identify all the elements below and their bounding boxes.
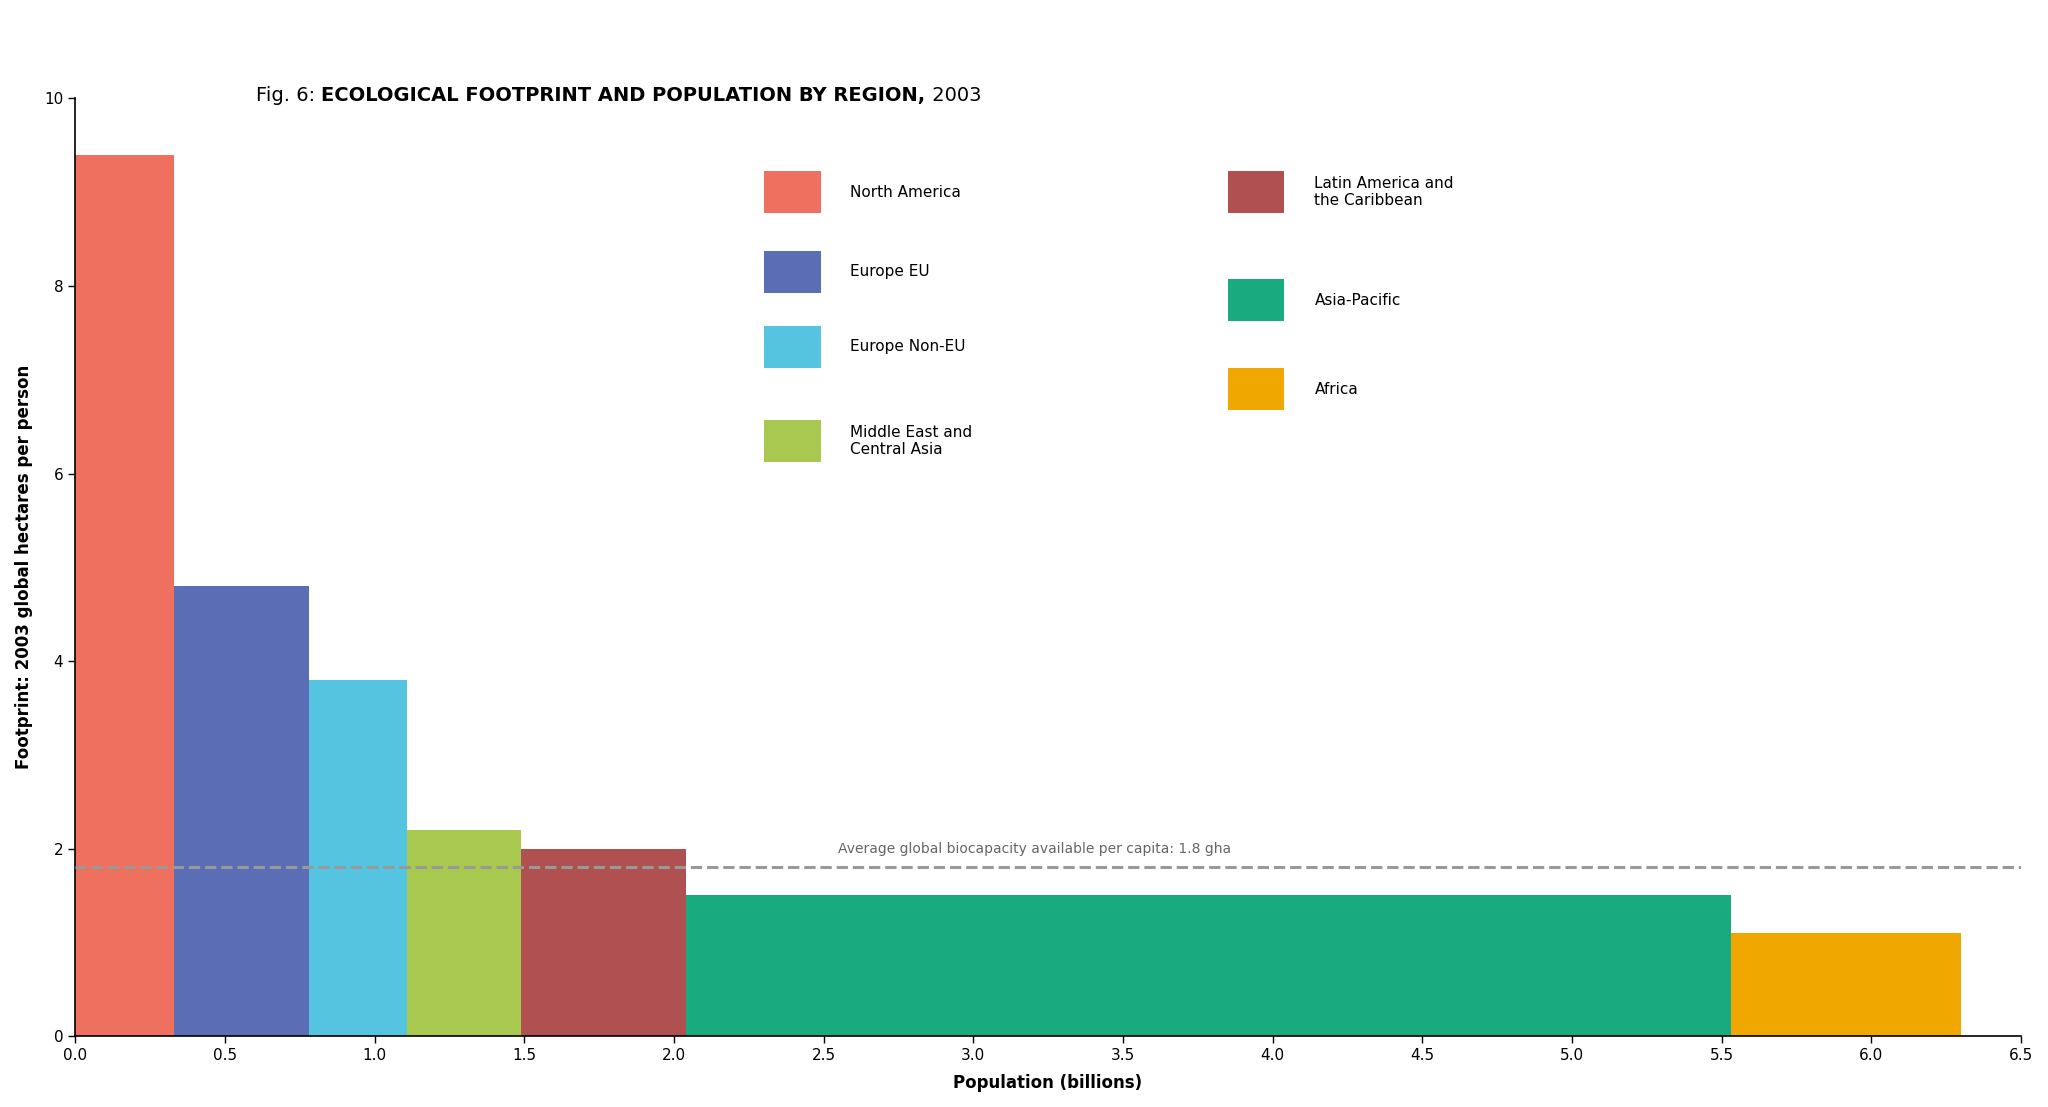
Text: Europe Non-EU: Europe Non-EU <box>850 340 967 354</box>
Bar <box>408 830 520 1036</box>
Bar <box>309 680 408 1036</box>
Text: Africa: Africa <box>1315 382 1358 396</box>
Bar <box>520 849 686 1036</box>
Bar <box>1731 933 1962 1036</box>
X-axis label: Population (billions): Population (billions) <box>954 1074 1143 1092</box>
Text: Europe EU: Europe EU <box>850 265 930 279</box>
Bar <box>764 325 821 368</box>
Bar <box>76 155 174 1036</box>
Text: Average global biocapacity available per capita: 1.8 gha: Average global biocapacity available per… <box>838 842 1231 856</box>
Bar <box>174 586 309 1036</box>
Bar <box>764 251 821 293</box>
Bar <box>1227 279 1284 321</box>
Bar <box>764 420 821 462</box>
Text: ECOLOGICAL FOOTPRINT AND POPULATION BY REGION,: ECOLOGICAL FOOTPRINT AND POPULATION BY R… <box>322 86 926 105</box>
Text: 2003: 2003 <box>926 86 981 105</box>
Text: Fig. 6:: Fig. 6: <box>256 86 322 105</box>
Text: Latin America and
the Caribbean: Latin America and the Caribbean <box>1315 176 1454 208</box>
Bar <box>686 896 1731 1036</box>
Text: Asia-Pacific: Asia-Pacific <box>1315 292 1401 308</box>
Text: Middle East and
Central Asia: Middle East and Central Asia <box>850 424 973 457</box>
Y-axis label: Footprint: 2003 global hectares per person: Footprint: 2003 global hectares per pers… <box>14 365 33 769</box>
Text: North America: North America <box>850 185 961 199</box>
Bar <box>1227 172 1284 214</box>
Bar <box>1227 368 1284 411</box>
Bar <box>764 172 821 214</box>
